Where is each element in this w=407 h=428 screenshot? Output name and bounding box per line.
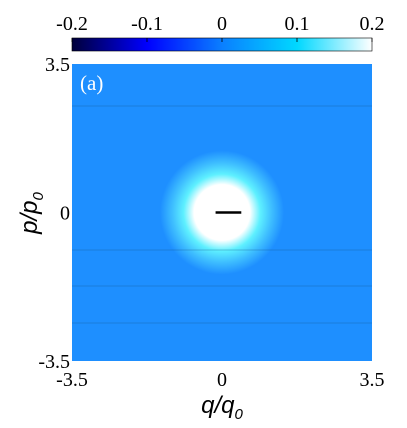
x-tick-label: 3.5	[360, 369, 385, 391]
y-tick-labels: 3.5 0 -3.5	[38, 54, 70, 373]
y-tick-label: 3.5	[45, 54, 70, 76]
y-tick-label: -3.5	[38, 351, 70, 373]
x-tick-labels: -3.5 0 3.5	[56, 369, 384, 391]
heatmap-panel: (a)	[72, 64, 372, 361]
colorbar-tick-label: 0.1	[285, 13, 310, 35]
colorbar-tick-label: -0.2	[56, 13, 88, 35]
x-axis-label: q/q0	[201, 392, 243, 423]
colorbar-tick-label: 0	[217, 13, 227, 35]
x-tick-label: -3.5	[56, 369, 88, 391]
colorbar: -0.2 -0.1 0 0.1 0.2	[56, 13, 385, 52]
render-artifact-lines	[72, 105, 372, 324]
colorbar-tick-label: 0.2	[360, 13, 385, 35]
y-tick-label: 0	[60, 203, 70, 225]
y-axis-label: p/p0	[16, 191, 47, 234]
colorbar-tick-labels: -0.2 -0.1 0 0.1 0.2	[56, 13, 385, 42]
x-tick-label: 0	[217, 369, 227, 391]
panel-label: (a)	[80, 71, 103, 95]
colorbar-tick-label: -0.1	[131, 13, 163, 35]
